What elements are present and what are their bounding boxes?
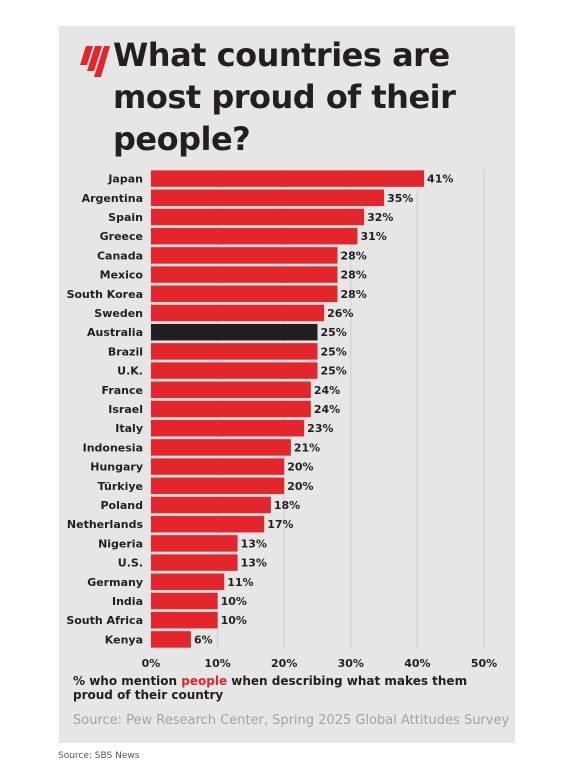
category-label: Spain (108, 211, 143, 224)
bar (151, 535, 238, 552)
bar (151, 554, 238, 571)
bar (151, 611, 218, 629)
x-tick-label: 0% (142, 657, 161, 670)
category-label: Japan (107, 173, 143, 186)
page-source-footer: Source: SBS News (58, 751, 140, 761)
x-tick-label: 10% (204, 657, 230, 670)
category-label: India (112, 595, 143, 608)
category-label: Hungary (90, 461, 143, 474)
category-label: Israel (108, 403, 143, 416)
bar (151, 323, 318, 341)
data-label: 32% (367, 211, 393, 224)
sbs-logo-icon (80, 46, 110, 77)
bar (151, 458, 285, 475)
data-label: 24% (314, 384, 340, 397)
category-label: France (102, 384, 143, 397)
category-label: Canada (97, 249, 143, 262)
category-label: Italy (115, 422, 143, 435)
data-label: 25% (321, 365, 347, 378)
data-label: 17% (267, 518, 293, 531)
category-label: Germany (87, 576, 143, 589)
chart-title: What countries are most proud of their p… (113, 36, 456, 158)
bar (151, 189, 385, 207)
bar (151, 343, 318, 360)
x-tick-label: 20% (271, 657, 297, 670)
category-label: Brazil (108, 345, 143, 358)
bar (151, 266, 338, 283)
bar (151, 208, 365, 226)
data-label: 10% (221, 614, 247, 627)
data-label: 35% (387, 192, 413, 205)
data-label: 11% (227, 576, 253, 589)
caption-text-after: when describing what makes them proud of… (73, 674, 468, 702)
bar (151, 381, 311, 399)
category-label: Mexico (100, 269, 144, 282)
bar (151, 285, 338, 303)
chart-source: Source: Pew Research Center, Spring 2025… (73, 713, 510, 728)
bar (151, 247, 338, 264)
bar (151, 515, 265, 533)
data-label: 20% (287, 461, 313, 474)
data-label: 10% (221, 595, 247, 608)
category-label: U.K. (117, 365, 143, 378)
category-label: U.S. (118, 557, 143, 570)
category-label: Poland (100, 499, 143, 512)
data-label: 23% (307, 422, 333, 435)
data-label: 6% (194, 633, 213, 646)
data-label: 25% (321, 326, 347, 339)
data-label: 25% (321, 345, 347, 358)
bar (151, 477, 285, 495)
category-label: Australia (87, 326, 143, 339)
data-label: 41% (427, 173, 453, 186)
data-label: 28% (340, 288, 366, 301)
data-label: 13% (241, 557, 267, 570)
data-label: 28% (340, 269, 366, 282)
category-label: Türkiye (98, 480, 143, 493)
bar-chart: 0% 10% 20% 30% 40% 50% Japan 41% Argentina 35% Spa… (66, 169, 497, 670)
data-label: 21% (294, 441, 320, 454)
x-tick-label: 30% (338, 657, 364, 670)
data-label: 24% (314, 403, 340, 416)
x-tick-label: 50% (471, 657, 497, 670)
data-label: 18% (274, 499, 300, 512)
bar (151, 170, 425, 187)
category-label: South Africa (66, 614, 143, 627)
data-label: 28% (340, 249, 366, 262)
data-label: 26% (327, 307, 353, 320)
bar (151, 592, 218, 610)
data-label: 13% (241, 537, 267, 550)
bar (151, 496, 271, 514)
bar (151, 573, 225, 591)
chart-caption: % who mention people when describing wha… (73, 674, 503, 702)
bar (151, 227, 358, 245)
bar (151, 419, 305, 437)
bar (151, 362, 318, 379)
bar (151, 631, 191, 648)
caption-text-before: % who mention (73, 674, 182, 688)
category-label: South Korea (67, 288, 143, 301)
category-label: Netherlands (67, 518, 144, 531)
category-label: Kenya (105, 633, 143, 646)
data-label: 20% (287, 480, 313, 493)
category-label: Sweden (94, 307, 143, 320)
category-label: Greece (100, 230, 143, 243)
x-tick-label: 40% (404, 657, 430, 670)
data-label: 31% (360, 230, 386, 243)
category-label: Argentina (82, 192, 143, 205)
category-label: Indonesia (83, 441, 143, 454)
bar (151, 439, 291, 456)
bar (151, 400, 311, 418)
caption-highlight: people (181, 674, 228, 688)
category-label: Nigeria (98, 537, 143, 550)
bar (151, 304, 325, 322)
